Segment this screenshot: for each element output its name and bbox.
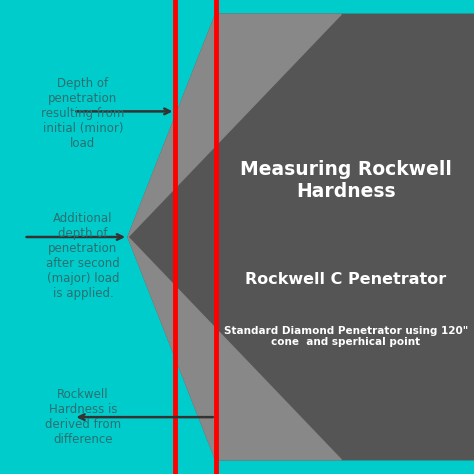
Text: Depth of
penetration
resulting from
initial (minor)
load: Depth of penetration resulting from init…	[41, 77, 125, 150]
Text: Standard Diamond Penetrator using 120"
cone  and sperhical point: Standard Diamond Penetrator using 120" c…	[224, 326, 468, 347]
Polygon shape	[128, 14, 474, 460]
Text: Measuring Rockwell
Hardness: Measuring Rockwell Hardness	[240, 160, 452, 201]
Polygon shape	[128, 14, 341, 237]
Text: Rockwell C Penetrator: Rockwell C Penetrator	[246, 272, 447, 287]
Polygon shape	[128, 237, 341, 460]
Text: Additional
depth of
penetration
after second
(major) load
is applied.: Additional depth of penetration after se…	[46, 212, 120, 300]
Text: Rockwell
Hardness is
derived from
difference: Rockwell Hardness is derived from differ…	[45, 388, 121, 446]
